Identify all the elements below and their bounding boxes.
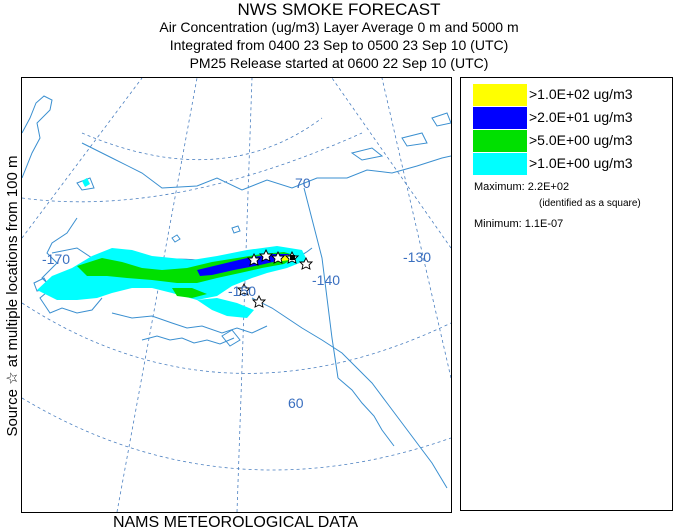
parallel-70 <box>22 132 363 203</box>
source-label: Source ☆ at multiple locations from 100 … <box>4 155 21 437</box>
russia-coast <box>22 95 53 179</box>
parallel-50 <box>22 397 451 471</box>
grid-label-lat-70: 70 <box>295 175 311 191</box>
star <box>251 294 267 308</box>
gulf-coast <box>251 297 448 489</box>
grid-label-lon-140: -140 <box>312 272 340 288</box>
meridian-130 <box>331 78 451 249</box>
maximum-value: Maximum: 2.2E+02 <box>474 181 570 193</box>
legend-swatch <box>473 84 527 106</box>
arctic-islands <box>350 112 451 161</box>
plume-cyan-south <box>197 298 254 318</box>
graticule <box>22 78 451 512</box>
grid-label-lon-170: -170 <box>42 251 70 267</box>
alaska-peninsula <box>111 312 268 334</box>
border-ak-ca <box>303 187 339 379</box>
star <box>270 250 286 264</box>
title-line-4: PM25 Release started at 0600 22 Sep 10 (… <box>189 55 489 71</box>
plume-green-south <box>172 288 207 298</box>
maximum-note: (identified as a square) <box>539 198 641 209</box>
star <box>298 256 314 270</box>
legend-label: >1.0E+02 ug/m3 <box>529 86 633 102</box>
se-alaska <box>337 377 395 447</box>
legend-label: >5.0E+00 ug/m3 <box>529 132 633 148</box>
smoke-map: -170 -150 -140 -130 70 60 <box>22 78 451 512</box>
legend-swatch <box>473 130 527 152</box>
grid-label-lon-130: -130 <box>403 249 431 265</box>
legend-label: >2.0E+01 ug/m3 <box>529 109 633 125</box>
legend-swatch <box>473 153 527 175</box>
kodiak <box>221 329 241 347</box>
meteorological-data-label: NAMS METEOROLOGICAL DATA <box>112 514 359 531</box>
title-line-2: Air Concentration (ug/m3) Layer Average … <box>159 19 519 35</box>
maximum-square <box>290 255 295 260</box>
meridian-170 <box>22 78 143 239</box>
map-panel: -170 -150 -140 -130 70 60 <box>21 77 452 513</box>
legend-panel: >1.0E+02 ug/m3 >2.0E+01 ug/m3 >5.0E+00 u… <box>460 77 673 511</box>
meridian-120 <box>381 78 451 379</box>
meridian-160 <box>116 78 198 512</box>
parallel-60 <box>22 302 451 374</box>
meridian-150 <box>236 78 253 512</box>
title-line-3: Integrated from 0400 23 Sep to 0500 23 S… <box>169 37 509 53</box>
star <box>258 248 274 262</box>
legend-swatch <box>473 107 527 129</box>
legend-label: >1.0E+00 ug/m3 <box>529 155 633 171</box>
grid-label-lat-60: 60 <box>288 395 304 411</box>
minimum-value: Minimum: 1.1E-07 <box>474 218 564 230</box>
star <box>236 282 252 296</box>
arctic-coast <box>81 142 451 191</box>
aleutians <box>141 335 235 345</box>
title-line-1: NWS SMOKE FORECAST <box>237 0 441 19</box>
grid-label-lon-150: -150 <box>228 283 256 299</box>
plume-cyan-island <box>82 178 90 187</box>
star <box>246 252 262 266</box>
parallel-arc-inner <box>81 117 323 160</box>
